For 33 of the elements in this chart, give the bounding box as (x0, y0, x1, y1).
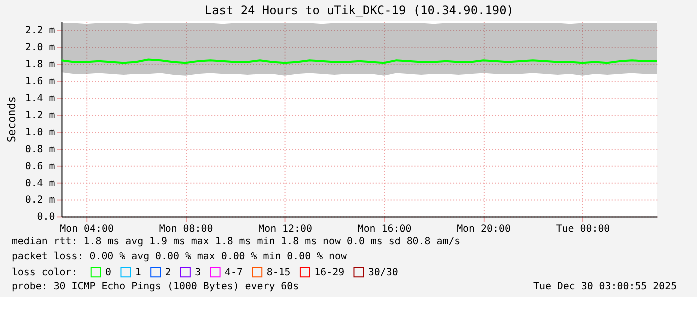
y-tick-label: 0.6 m (25, 161, 56, 172)
y-tick-label: 1.0 m (25, 127, 56, 138)
chart-title: Last 24 Hours to uTik_DKC-19 (10.34.90.190) (204, 4, 514, 18)
y-tick-label: 0.8 m (25, 144, 56, 156)
legend-label: 8-15 (266, 267, 291, 278)
legend-label: 4-7 (225, 267, 243, 278)
y-tick-label: 2.0 m (25, 42, 56, 54)
y-tick-label: 0.2 m (25, 195, 56, 206)
y-axis-title: Seconds (5, 96, 18, 143)
legend-label: 2 (165, 267, 172, 278)
legend-label: 1 (135, 267, 142, 278)
text: Tue Dec 30 03:00:55 2025 (533, 281, 678, 292)
y-tick-label: 0.0 (37, 212, 56, 224)
y-tick-label: 1.2 m (25, 110, 56, 122)
x-tick-label: Tue 00:00 (556, 224, 610, 236)
y-tick-label: 2.2 m (25, 26, 56, 37)
legend-label: 30/30 (368, 267, 398, 278)
y-tick-label: 1.8 m (25, 59, 56, 70)
y-tick-label: 1.4 m (25, 93, 56, 104)
x-tick-label: Mon 12:00 (258, 224, 312, 236)
legend-title: loss color: (12, 267, 78, 278)
x-tick-label: Mon 04:00 (60, 224, 114, 236)
text: median rtt: 1.8 ms avg 1.9 ms max 1.8 ms min 1.8 ms now 0.0 ms sd 80.8 am/s (12, 236, 461, 248)
y-tick-label: 1.6 m (25, 76, 56, 88)
y-tick-label: 0.4 m (25, 178, 56, 190)
text: probe: 30 ICMP Echo Pings (1000 Bytes) every 60s (12, 281, 300, 292)
text: packet loss: 0.00 % avg 0.00 % max 0.00 % min 0.00 % now (12, 252, 348, 263)
legend-label: 0 (106, 267, 112, 278)
x-tick-label: Mon 08:00 (159, 224, 214, 236)
x-tick-label: Mon 16:00 (358, 224, 412, 236)
legend-label: 16-29 (314, 267, 345, 278)
legend-label: 3 (195, 267, 202, 278)
x-tick-label: Mon 20:00 (457, 224, 511, 236)
